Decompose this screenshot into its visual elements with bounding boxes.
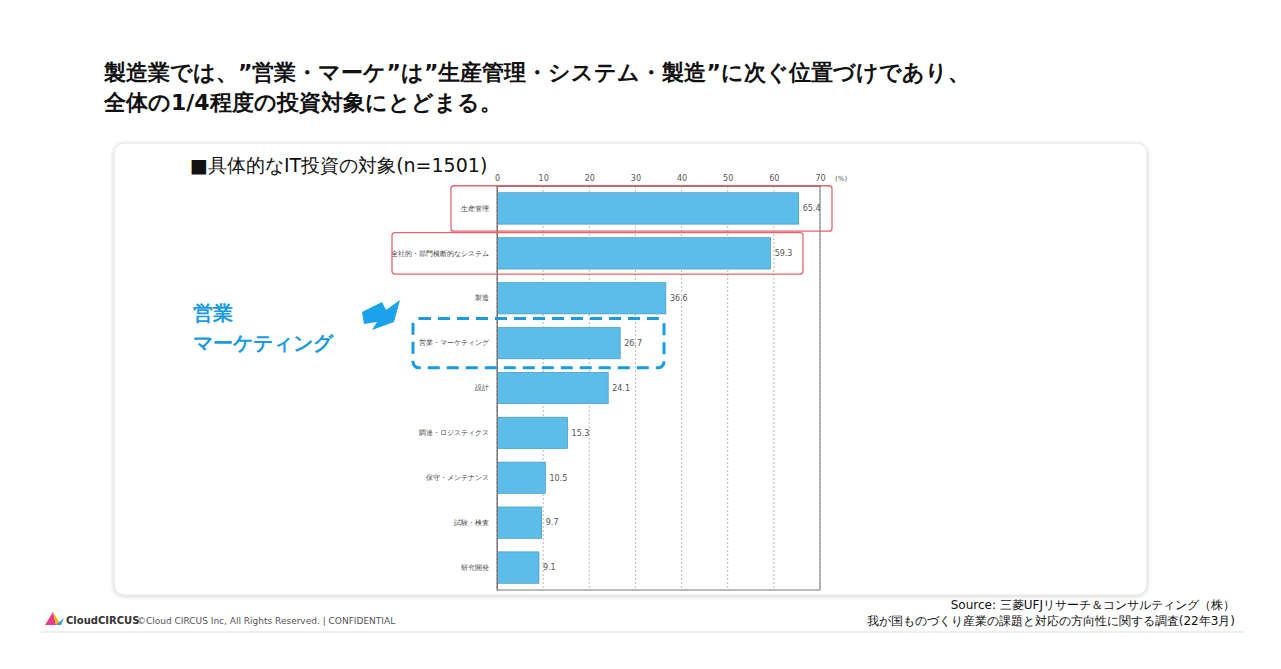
y-tick-label: 営業・マーケティング [419, 339, 490, 347]
x-tick-label: 20 [585, 174, 595, 183]
grid [497, 186, 820, 590]
data-label: 26.7 [624, 339, 642, 348]
x-tick: 40 [677, 174, 687, 186]
highlight-box [392, 233, 803, 274]
y-tick-label: 製造 [475, 294, 489, 302]
bar [497, 238, 771, 269]
data-label: 9.7 [546, 518, 559, 527]
footer-rule [40, 632, 1245, 633]
data-labels: 65.4 59.3 36.6 26.7 24.1 15.3 10.5 9.7 9.1 [543, 204, 821, 572]
x-tick-label: 70 [815, 174, 825, 183]
y-axis: 生産管理全社的・部門横断的なシステム製造営業・マーケティング設計調達・ロジスティ… [391, 187, 498, 591]
highlight-dashed-box [413, 318, 664, 367]
x-tick-label: 50 [723, 174, 733, 183]
y-tick-label: 保守・メンテナンス [426, 474, 489, 482]
y-tick: 製造 [475, 294, 497, 302]
source-text: Source: 三菱UFJリサーチ＆コンサルティング（株） [951, 598, 1235, 612]
chart: 65.4 59.3 36.6 26.7 24.1 15.3 10.5 9.7 9.1 0 10 20 3… [391, 174, 847, 591]
plot-frame [497, 186, 820, 590]
y-tick: 保守・メンテナンス [426, 474, 497, 482]
y-tick: 設計 [475, 384, 497, 392]
y-tick: 研究開発 [461, 564, 497, 572]
x-tick-label: 30 [631, 174, 641, 183]
y-tick-label: 調達・ロジスティクス [419, 429, 489, 437]
data-label: 15.3 [572, 429, 590, 438]
x-tick: 20 [585, 174, 595, 186]
bar [497, 462, 545, 493]
x-axis: 0 10 20 30 40 50 60 70 [495, 174, 826, 187]
y-tick: 営業・マーケティング [419, 339, 497, 347]
x-tick-label: 40 [677, 174, 687, 183]
bar [497, 552, 539, 583]
data-label: 24.1 [612, 384, 630, 393]
bar [497, 372, 608, 403]
card [114, 143, 1147, 595]
bar [497, 283, 666, 314]
logo-icon [45, 612, 56, 625]
bar [497, 193, 799, 224]
highlight-box [451, 186, 832, 231]
y-tick-label: 研究開発 [461, 564, 489, 572]
y-tick-label: 生産管理 [461, 205, 489, 213]
x-tick: 50 [723, 174, 733, 186]
x-tick: 0 [495, 174, 500, 186]
y-tick-label: 設計 [475, 384, 489, 392]
x-tick: 70 [815, 174, 825, 186]
y-tick: 全社的・部門横断的なシステム [391, 250, 497, 258]
x-tick-label: 60 [769, 174, 779, 183]
annotation: マーケティング [193, 331, 334, 355]
slide-heading: 全体の1/4程度の投資対象にとどまる。 [103, 90, 502, 115]
bar [497, 327, 620, 358]
slide-heading: 製造業では、”営業・マーケ”は”生産管理・システム・製造”に次ぐ位置づけであり、 [103, 60, 970, 85]
data-label: 59.3 [775, 249, 793, 258]
slide: 製造業では、”営業・マーケ”は”生産管理・システム・製造”に次ぐ位置づけであり、… [0, 0, 1281, 669]
data-label: 10.5 [549, 474, 567, 483]
data-label: 9.1 [543, 563, 556, 572]
bar [497, 417, 568, 448]
grid-line [773, 186, 774, 590]
chart-title: ■具体的なIT投資の対象(n=1501) [190, 154, 487, 176]
bar [497, 507, 542, 538]
x-tick: 10 [539, 174, 549, 186]
logo-text: CloudCIRCUS [66, 615, 139, 626]
y-tick: 調達・ロジスティクス [419, 429, 497, 437]
y-tick-label: 全社的・部門横断的なシステム [391, 250, 489, 258]
footer-text: ©Cloud CIRCUS Inc, All Rights Reserved. … [137, 616, 395, 626]
annotation: 営業 [193, 301, 233, 325]
y-tick-label: 試験・検査 [454, 519, 489, 527]
x-tick-label: 10 [539, 174, 549, 183]
y-axis-line [497, 187, 498, 591]
data-label: 36.6 [670, 294, 688, 303]
annotation-arrow [362, 300, 400, 330]
y-tick: 試験・検査 [454, 519, 497, 527]
logo-icon [56, 618, 64, 625]
data-label: 65.4 [803, 204, 821, 213]
source-text: 我が国ものづくり産業の課題と対応の方向性に関する調査(22年3月) [867, 614, 1235, 628]
bars [497, 193, 799, 584]
x-axis-label: (%) [835, 175, 847, 183]
logo: CloudCIRCUS [45, 612, 139, 626]
x-tick: 30 [631, 174, 641, 186]
y-tick: 生産管理 [461, 205, 497, 213]
x-tick: 60 [769, 174, 779, 186]
x-tick-label: 0 [495, 174, 500, 183]
